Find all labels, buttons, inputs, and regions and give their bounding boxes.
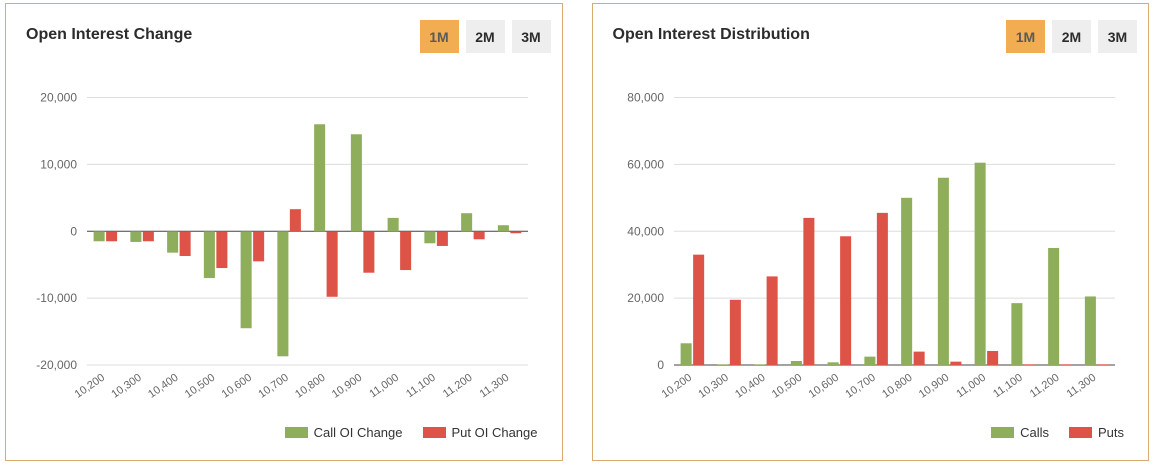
svg-text:10,000: 10,000 — [40, 157, 77, 171]
svg-text:11,100: 11,100 — [991, 372, 1025, 401]
svg-text:10,300: 10,300 — [109, 372, 143, 401]
svg-text:-10,000: -10,000 — [36, 291, 77, 305]
svg-text:10,800: 10,800 — [293, 372, 327, 401]
svg-text:10,900: 10,900 — [330, 372, 364, 401]
svg-text:0: 0 — [70, 224, 77, 238]
svg-text:10,400: 10,400 — [733, 372, 767, 401]
svg-text:11,100: 11,100 — [404, 372, 438, 401]
svg-text:60,000: 60,000 — [627, 157, 664, 171]
svg-text:80,000: 80,000 — [627, 91, 664, 105]
svg-text:10,700: 10,700 — [843, 372, 877, 401]
svg-text:20,000: 20,000 — [627, 291, 664, 305]
svg-text:20,000: 20,000 — [40, 91, 77, 105]
svg-text:10,700: 10,700 — [256, 372, 290, 401]
svg-text:10,300: 10,300 — [696, 372, 730, 401]
svg-text:0: 0 — [657, 358, 664, 372]
svg-text:10,600: 10,600 — [220, 372, 254, 401]
svg-text:10,600: 10,600 — [806, 372, 840, 401]
svg-text:40,000: 40,000 — [627, 224, 664, 238]
svg-text:10,400: 10,400 — [146, 372, 180, 401]
svg-text:-20,000: -20,000 — [36, 358, 77, 372]
svg-text:11,300: 11,300 — [1064, 372, 1098, 401]
svg-text:11,300: 11,300 — [478, 372, 512, 401]
svg-text:11,200: 11,200 — [441, 372, 475, 401]
svg-text:10,900: 10,900 — [916, 372, 950, 401]
svg-text:10,500: 10,500 — [183, 372, 217, 401]
svg-text:10,200: 10,200 — [659, 372, 693, 401]
svg-text:10,500: 10,500 — [769, 372, 803, 401]
svg-text:10,800: 10,800 — [880, 372, 914, 401]
svg-text:11,000: 11,000 — [954, 372, 988, 401]
svg-text:11,000: 11,000 — [367, 372, 401, 401]
svg-text:11,200: 11,200 — [1027, 372, 1061, 401]
svg-text:10,200: 10,200 — [73, 372, 107, 401]
